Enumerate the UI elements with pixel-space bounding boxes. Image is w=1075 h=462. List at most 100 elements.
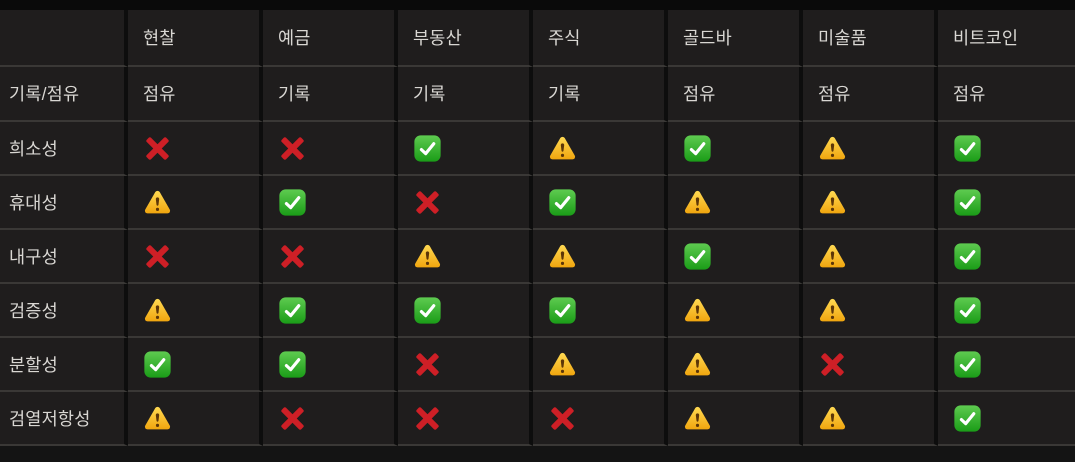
cell-portability-artwork xyxy=(803,176,938,230)
warning-sign-icon xyxy=(549,244,576,267)
cell-verifiability-stock xyxy=(533,284,668,338)
cell-verifiability-real-estate xyxy=(398,284,533,338)
record-cell-bitcoin: 점유 xyxy=(938,67,1075,122)
warning-sign-icon xyxy=(144,190,171,213)
cross-mark-icon xyxy=(146,244,169,268)
row-label-scarcity: 희소성 xyxy=(0,122,128,176)
row-label-record-or-possession: 기록/점유 xyxy=(0,67,128,122)
check-mark-button-icon xyxy=(684,242,711,270)
top-strip xyxy=(0,0,1075,10)
cell-censorship-resistance-real-estate xyxy=(398,392,533,446)
cross-mark-icon xyxy=(281,406,304,430)
column-header-stock: 주식 xyxy=(533,10,668,67)
cell-divisibility-stock xyxy=(533,338,668,392)
cell-durability-artwork xyxy=(803,230,938,284)
warning-sign-icon xyxy=(819,406,846,429)
record-cell-real-estate: 기록 xyxy=(398,67,533,122)
cell-durability-bitcoin xyxy=(938,230,1075,284)
check-mark-button-icon xyxy=(279,296,306,324)
cell-portability-cash xyxy=(128,176,263,230)
cell-verifiability-bitcoin xyxy=(938,284,1075,338)
cross-mark-icon xyxy=(146,136,169,160)
cell-verifiability-cash xyxy=(128,284,263,338)
column-header-gold-bar: 골드바 xyxy=(668,10,803,67)
cell-divisibility-cash xyxy=(128,338,263,392)
cell-scarcity-gold-bar xyxy=(668,122,803,176)
column-header-real-estate: 부동산 xyxy=(398,10,533,67)
cross-mark-icon xyxy=(416,352,439,376)
cell-durability-deposit xyxy=(263,230,398,284)
cell-durability-stock xyxy=(533,230,668,284)
check-mark-button-icon xyxy=(279,188,306,216)
warning-sign-icon xyxy=(684,406,711,429)
warning-sign-icon xyxy=(414,244,441,267)
check-mark-button-icon xyxy=(144,350,171,378)
column-header-deposit: 예금 xyxy=(263,10,398,67)
warning-sign-icon xyxy=(549,352,576,375)
cell-scarcity-cash xyxy=(128,122,263,176)
cell-censorship-resistance-stock xyxy=(533,392,668,446)
warning-sign-icon xyxy=(819,244,846,267)
cell-scarcity-bitcoin xyxy=(938,122,1075,176)
asset-comparison-table: 현찰 예금 부동산 주식 골드바 미술품 비트코인 기록/점유 점유 기록 기록 기록 점유 점유 점유 희소… xyxy=(0,10,1075,446)
cell-durability-cash xyxy=(128,230,263,284)
row-label-durability: 내구성 xyxy=(0,230,128,284)
record-cell-artwork: 점유 xyxy=(803,67,938,122)
check-mark-button-icon xyxy=(954,296,981,324)
cell-portability-deposit xyxy=(263,176,398,230)
cell-censorship-resistance-deposit xyxy=(263,392,398,446)
cell-censorship-resistance-cash xyxy=(128,392,263,446)
column-header-cash: 현찰 xyxy=(128,10,263,67)
cross-mark-icon xyxy=(416,406,439,430)
cell-divisibility-real-estate xyxy=(398,338,533,392)
check-mark-button-icon xyxy=(954,242,981,270)
cell-portability-gold-bar xyxy=(668,176,803,230)
warning-sign-icon xyxy=(684,298,711,321)
cross-mark-icon xyxy=(281,244,304,268)
warning-sign-icon xyxy=(684,190,711,213)
cell-divisibility-artwork xyxy=(803,338,938,392)
check-mark-button-icon xyxy=(549,296,576,324)
warning-sign-icon xyxy=(819,136,846,159)
check-mark-button-icon xyxy=(954,188,981,216)
cell-divisibility-gold-bar xyxy=(668,338,803,392)
warning-sign-icon xyxy=(684,352,711,375)
cell-portability-real-estate xyxy=(398,176,533,230)
record-cell-stock: 기록 xyxy=(533,67,668,122)
warning-sign-icon xyxy=(144,406,171,429)
check-mark-button-icon xyxy=(414,296,441,324)
cell-portability-stock xyxy=(533,176,668,230)
corner-cell xyxy=(0,10,128,67)
cell-censorship-resistance-gold-bar xyxy=(668,392,803,446)
column-header-artwork: 미술품 xyxy=(803,10,938,67)
cell-durability-gold-bar xyxy=(668,230,803,284)
cross-mark-icon xyxy=(281,136,304,160)
cell-verifiability-artwork xyxy=(803,284,938,338)
warning-sign-icon xyxy=(144,298,171,321)
warning-sign-icon xyxy=(819,298,846,321)
row-label-censorship-resistance: 검열저항성 xyxy=(0,392,128,446)
cell-censorship-resistance-bitcoin xyxy=(938,392,1075,446)
bottom-strip xyxy=(0,446,1075,462)
record-cell-gold-bar: 점유 xyxy=(668,67,803,122)
cell-divisibility-bitcoin xyxy=(938,338,1075,392)
column-header-bitcoin: 비트코인 xyxy=(938,10,1075,67)
cross-mark-icon xyxy=(416,190,439,214)
record-cell-deposit: 기록 xyxy=(263,67,398,122)
check-mark-button-icon xyxy=(414,134,441,162)
cell-divisibility-deposit xyxy=(263,338,398,392)
check-mark-button-icon xyxy=(954,404,981,432)
record-cell-cash: 점유 xyxy=(128,67,263,122)
row-label-divisibility: 분할성 xyxy=(0,338,128,392)
cell-censorship-resistance-artwork xyxy=(803,392,938,446)
warning-sign-icon xyxy=(819,190,846,213)
check-mark-button-icon xyxy=(279,350,306,378)
cell-scarcity-real-estate xyxy=(398,122,533,176)
check-mark-button-icon xyxy=(549,188,576,216)
check-mark-button-icon xyxy=(954,350,981,378)
cell-scarcity-deposit xyxy=(263,122,398,176)
cell-durability-real-estate xyxy=(398,230,533,284)
cell-scarcity-stock xyxy=(533,122,668,176)
cell-portability-bitcoin xyxy=(938,176,1075,230)
check-mark-button-icon xyxy=(684,134,711,162)
